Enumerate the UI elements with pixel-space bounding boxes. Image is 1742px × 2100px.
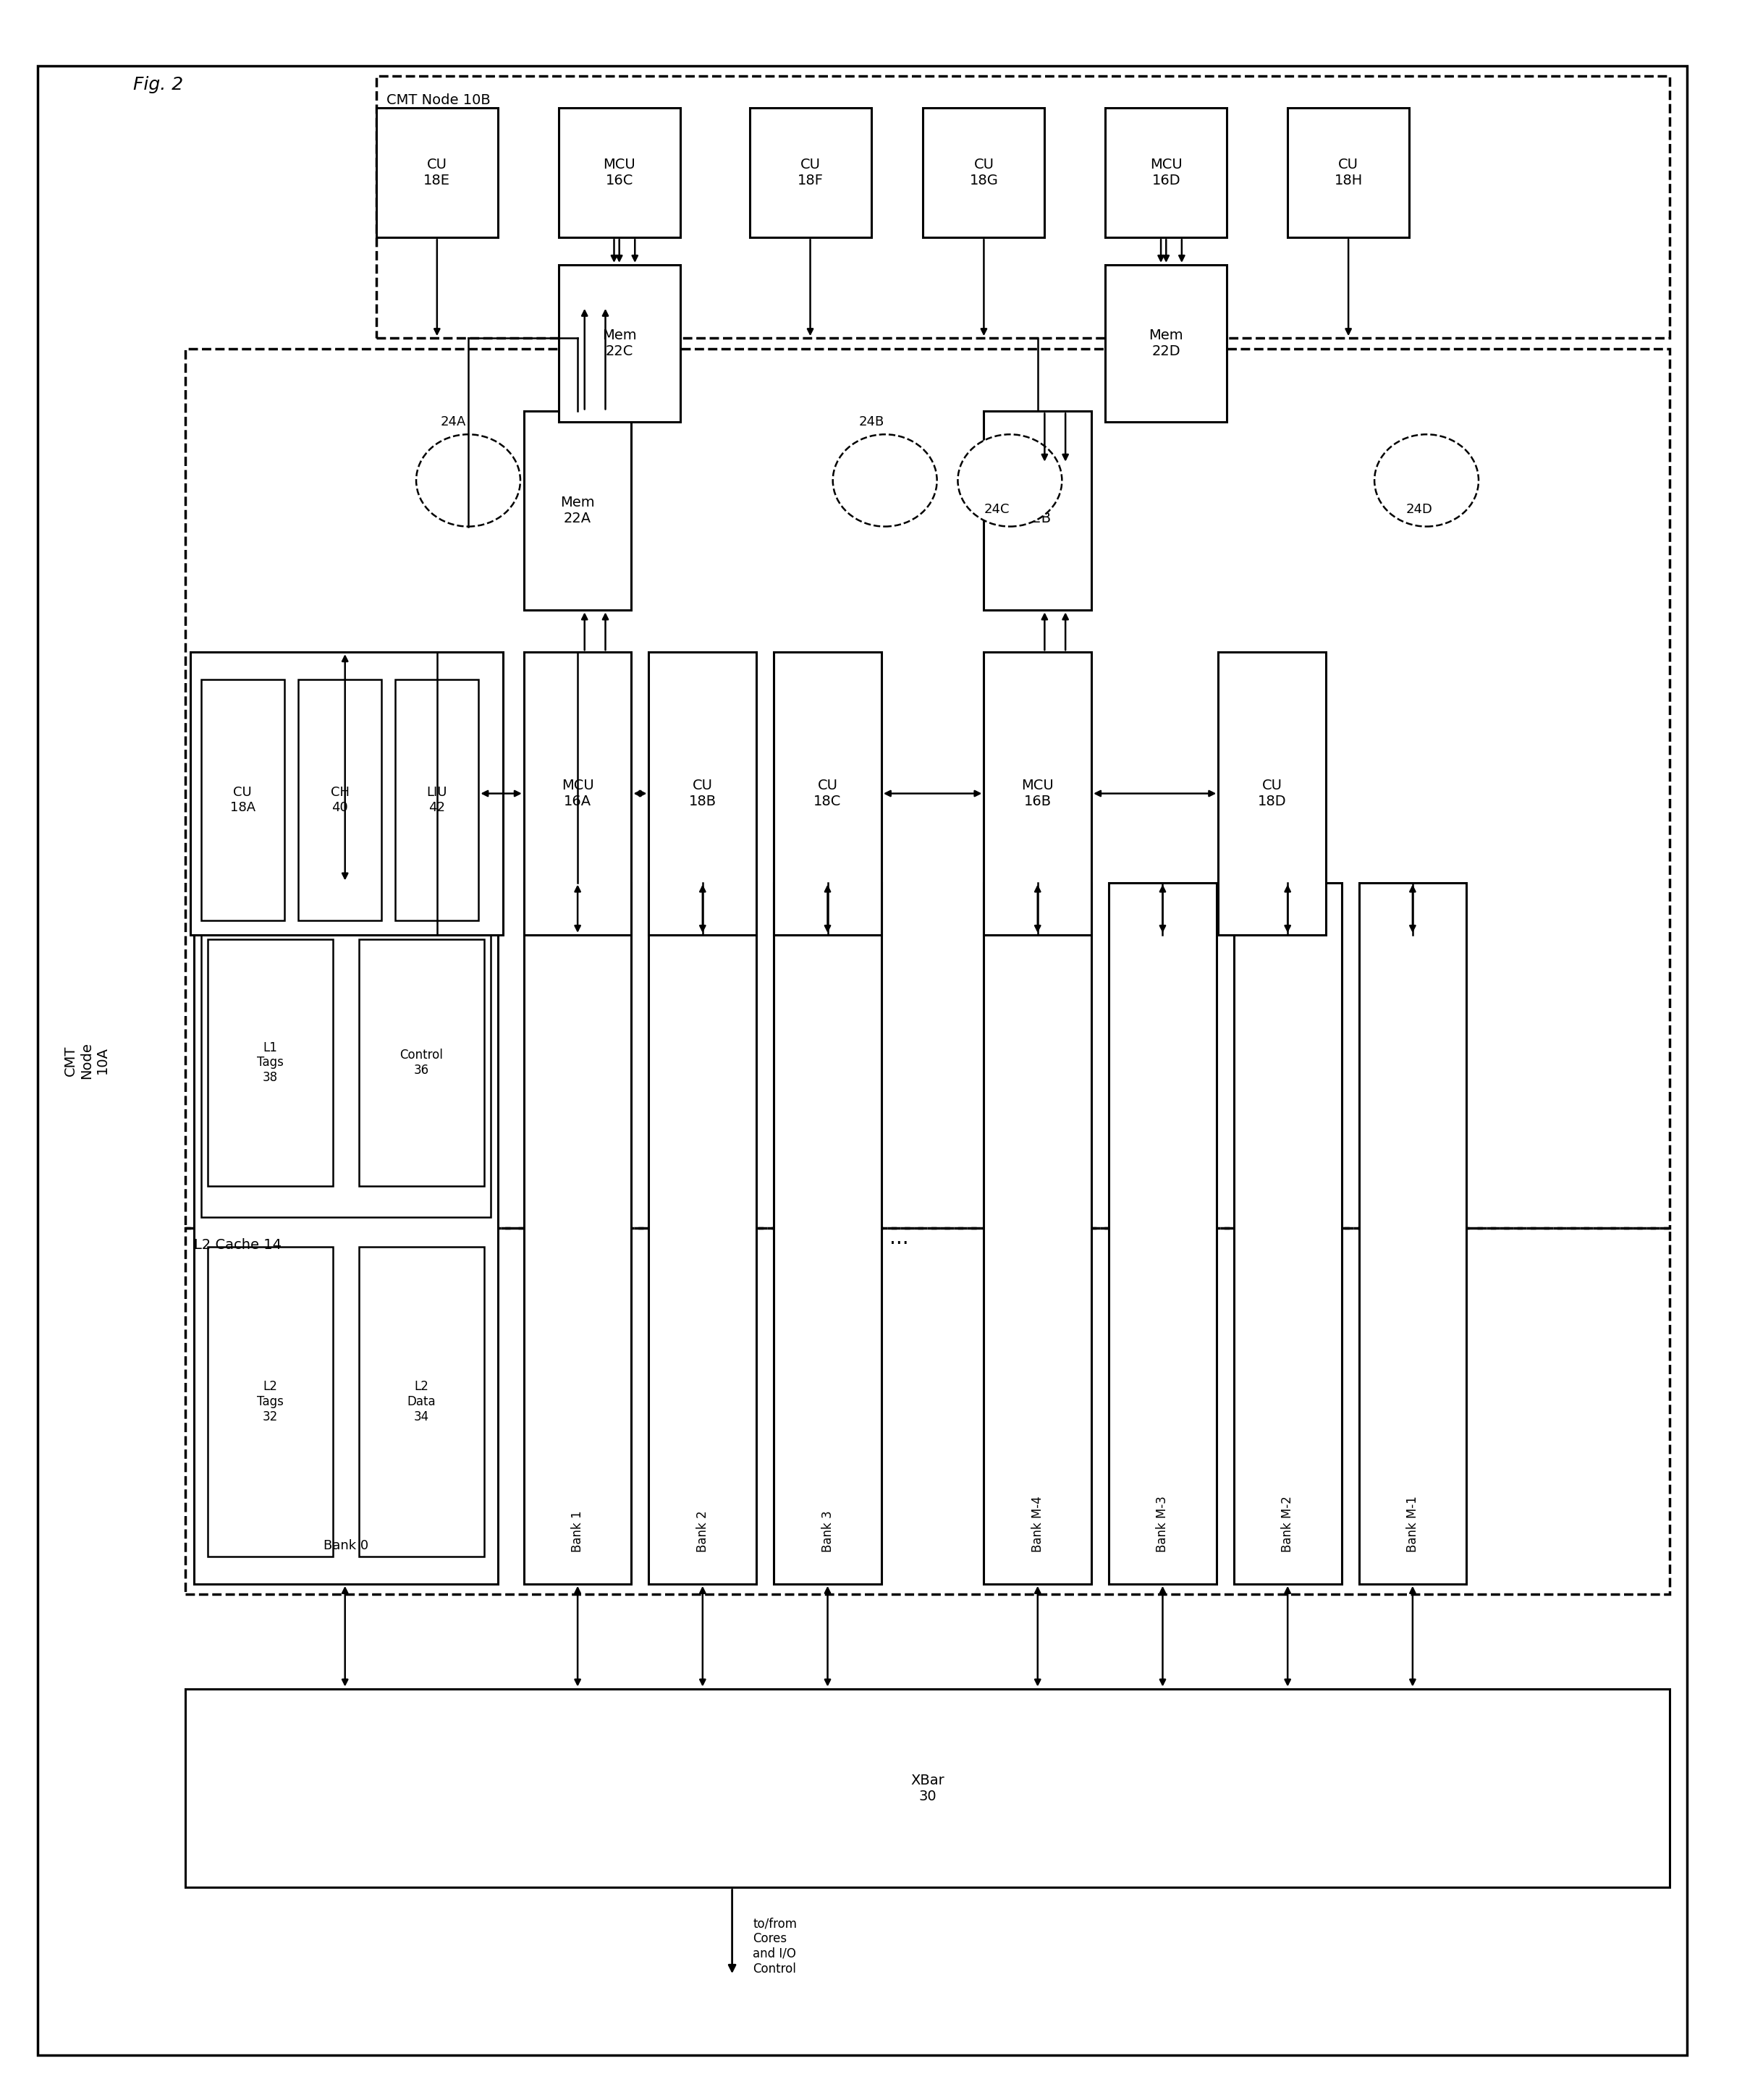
Text: CU
18B: CU 18B [688,779,716,808]
Text: Fig. 2: Fig. 2 [132,76,183,94]
FancyBboxPatch shape [1287,107,1409,237]
Text: L1
Tags
38: L1 Tags 38 [258,1042,284,1084]
FancyBboxPatch shape [1110,882,1216,1583]
Text: CU
18E: CU 18E [423,158,451,187]
Text: L2
Tags
32: L2 Tags 32 [258,1380,284,1424]
FancyBboxPatch shape [773,882,881,1583]
Ellipse shape [958,435,1063,527]
Text: MCU
16B: MCU 16B [1021,779,1054,808]
FancyBboxPatch shape [1218,653,1326,935]
FancyBboxPatch shape [38,65,1686,2056]
FancyBboxPatch shape [648,653,756,935]
Text: CMT Node 10B: CMT Node 10B [387,92,491,107]
FancyBboxPatch shape [190,653,503,935]
Text: Control
36: Control 36 [399,1048,442,1077]
Text: L2 Cache 14: L2 Cache 14 [193,1239,282,1252]
Text: Bank 0: Bank 0 [324,1539,368,1552]
Text: Mem
22A: Mem 22A [561,496,594,525]
FancyBboxPatch shape [298,680,381,920]
FancyBboxPatch shape [207,1247,333,1556]
FancyBboxPatch shape [1106,107,1226,237]
FancyBboxPatch shape [1359,882,1467,1583]
FancyBboxPatch shape [376,107,498,237]
Text: L2
Data
34: L2 Data 34 [408,1380,436,1424]
FancyBboxPatch shape [648,882,756,1583]
Text: LIU
42: LIU 42 [427,785,448,815]
FancyBboxPatch shape [984,412,1092,611]
FancyBboxPatch shape [1233,882,1341,1583]
Text: 24A: 24A [441,416,467,428]
FancyBboxPatch shape [193,882,498,1583]
Text: Mem
22C: Mem 22C [603,328,636,359]
Text: ...: ... [888,1228,908,1250]
FancyBboxPatch shape [395,680,479,920]
Text: CU
18F: CU 18F [798,158,824,187]
Text: 24D: 24D [1406,504,1432,517]
Text: CH
40: CH 40 [331,785,348,815]
FancyBboxPatch shape [524,882,631,1583]
Text: Bank 2: Bank 2 [697,1510,709,1552]
Text: MCU
16C: MCU 16C [603,158,636,187]
FancyBboxPatch shape [200,680,284,920]
Text: CMT
Node
10A: CMT Node 10A [63,1042,110,1079]
Text: Bank 1: Bank 1 [571,1510,584,1552]
FancyBboxPatch shape [200,914,491,1218]
FancyBboxPatch shape [773,653,881,935]
Text: Bank 3: Bank 3 [820,1510,834,1552]
Text: CU
18H: CU 18H [1334,158,1362,187]
FancyBboxPatch shape [559,265,679,422]
Text: Mem
22B: Mem 22B [1021,496,1056,525]
Text: CU
18G: CU 18G [969,158,998,187]
Text: Bank M-3: Bank M-3 [1157,1495,1169,1552]
Text: Bank M-1: Bank M-1 [1406,1495,1420,1552]
Text: Bank M-2: Bank M-2 [1280,1495,1294,1552]
Text: MCU
16A: MCU 16A [561,779,594,808]
Text: 24C: 24C [984,504,1010,517]
Text: CU
18D: CU 18D [1258,779,1286,808]
FancyBboxPatch shape [923,107,1045,237]
FancyBboxPatch shape [185,1688,1669,1888]
FancyBboxPatch shape [524,412,631,611]
Ellipse shape [1374,435,1479,527]
Text: Mem
22D: Mem 22D [1150,328,1183,359]
FancyBboxPatch shape [207,939,333,1186]
Text: XBar
30: XBar 30 [911,1772,944,1804]
FancyBboxPatch shape [524,653,631,935]
FancyBboxPatch shape [559,107,679,237]
Ellipse shape [416,435,521,527]
Text: to/from
Cores
and I/O
Control: to/from Cores and I/O Control [753,1917,798,1976]
FancyBboxPatch shape [749,107,871,237]
Text: 24B: 24B [859,416,885,428]
FancyBboxPatch shape [1106,265,1226,422]
FancyBboxPatch shape [359,939,484,1186]
Text: Bank M-4: Bank M-4 [1031,1497,1043,1552]
Text: CU
18C: CU 18C [814,779,841,808]
Text: MCU
16D: MCU 16D [1150,158,1183,187]
FancyBboxPatch shape [359,1247,484,1556]
FancyBboxPatch shape [984,882,1092,1583]
FancyBboxPatch shape [984,653,1092,935]
Text: CU
18A: CU 18A [230,785,256,815]
Ellipse shape [833,435,937,527]
